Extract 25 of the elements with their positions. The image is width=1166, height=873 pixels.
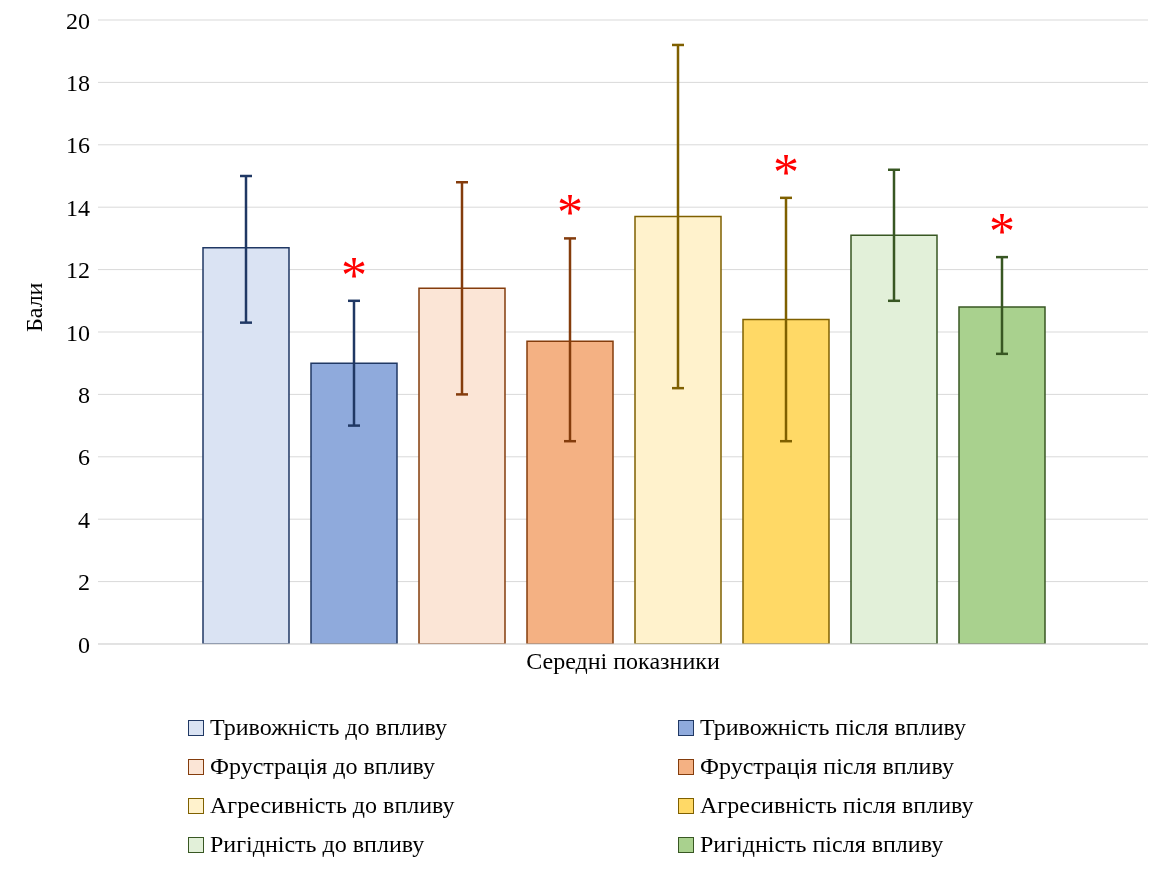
legend-label: Фрустрація після впливу [700, 753, 954, 780]
y-axis-title: Бали [20, 282, 47, 332]
y-tick-label: 16 [66, 132, 90, 159]
annotation: * [557, 184, 583, 242]
annotation: * [989, 203, 1015, 261]
legend-label: Агресивність до впливу [210, 792, 455, 819]
y-tick-label: 0 [78, 631, 90, 658]
legend-label: Тривожність до впливу [210, 714, 448, 741]
y-tick-label: 2 [78, 569, 90, 596]
y-tick-label: 6 [78, 444, 90, 471]
legend-label: Тривожність після впливу [700, 714, 967, 741]
legend-label: Агресивність після впливу [700, 792, 974, 819]
annotation: * [341, 246, 367, 304]
y-tick-label: 20 [66, 7, 90, 34]
legend-label: Ригідність до впливу [210, 831, 425, 858]
y-tick-label: 14 [66, 194, 90, 221]
annotation: * [773, 143, 799, 201]
legend-label: Ригідність після впливу [700, 831, 944, 858]
legend-label: Фрустрація до впливу [210, 753, 435, 780]
y-tick-label: 18 [66, 69, 90, 96]
y-tick-label: 4 [78, 506, 90, 533]
y-tick-label: 12 [66, 257, 90, 284]
x-tick-label: Середні показники [526, 648, 720, 675]
y-tick-label: 10 [66, 319, 90, 346]
y-tick-label: 8 [78, 381, 90, 408]
